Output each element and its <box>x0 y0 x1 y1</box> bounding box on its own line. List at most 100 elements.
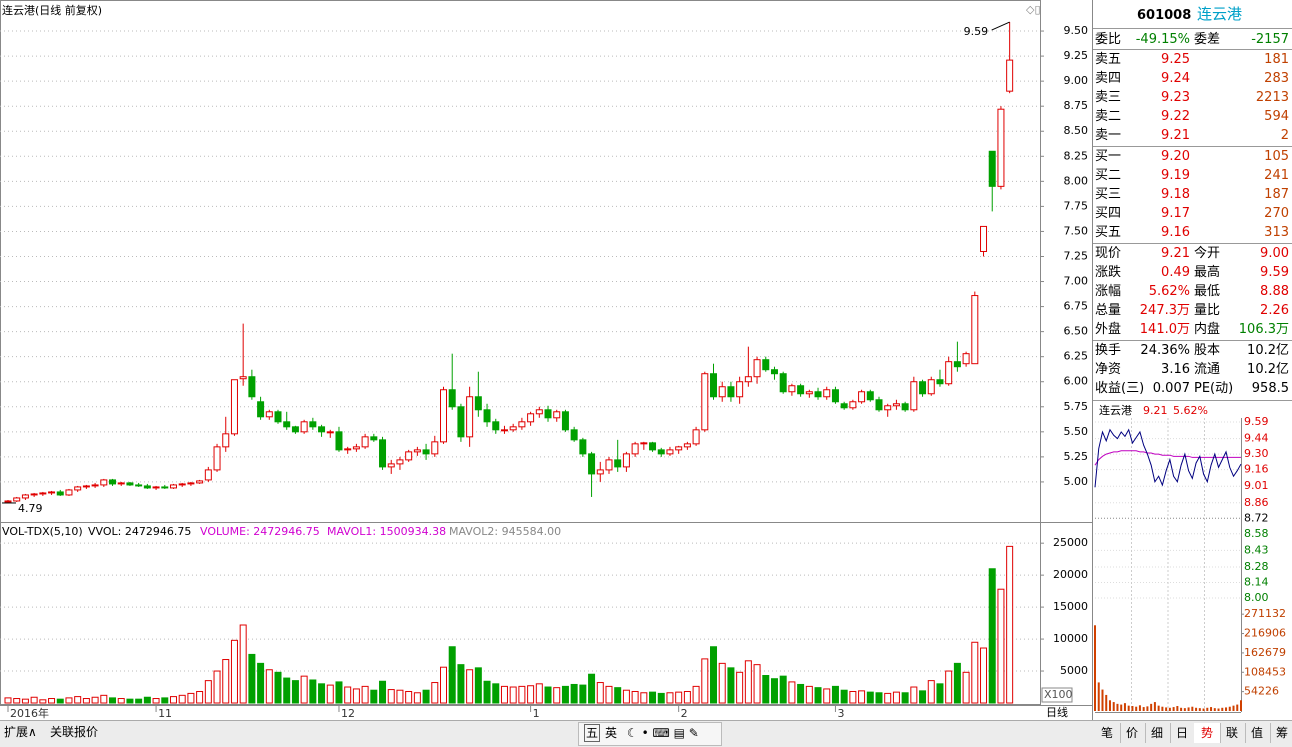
label: 收益(三) <box>1095 381 1145 396</box>
value: 3.16 <box>1161 362 1190 377</box>
volume-bar <box>553 687 561 704</box>
candle-body <box>988 150 996 187</box>
tab[interactable]: 联 <box>1219 723 1246 743</box>
candle-body <box>352 446 360 450</box>
y-tick-label: 5.00 <box>1064 475 1089 488</box>
toolbar-button[interactable]: 扩展∧ <box>4 725 37 739</box>
volume-bar <box>988 568 996 704</box>
separator <box>1093 49 1292 50</box>
volume-bar <box>361 685 369 704</box>
value: 10.2亿 <box>1247 343 1289 358</box>
volume-bar <box>797 683 805 704</box>
toolbar-button[interactable]: 关联报价 <box>50 725 99 739</box>
volume-bar <box>1101 689 1104 711</box>
candle-body <box>535 409 543 415</box>
volume-bar <box>300 675 308 704</box>
volume-bar <box>274 671 282 704</box>
candle-body <box>901 403 909 411</box>
tab[interactable]: 笔 <box>1094 723 1121 743</box>
volume-bar <box>892 691 900 704</box>
candle-body <box>466 396 474 438</box>
volume-bar <box>1116 703 1119 711</box>
candle-body <box>622 453 630 468</box>
y-tick-label: 9.00 <box>1064 74 1089 87</box>
x-tick-label: 11 <box>158 707 172 720</box>
indicator-label: MAVOL1: 1500934.38 <box>327 525 446 538</box>
label: 最低 <box>1194 284 1221 299</box>
tab[interactable]: 值 <box>1244 723 1271 743</box>
price: 9.24 <box>1161 71 1190 86</box>
separator <box>1093 146 1292 147</box>
y-tick-label: 5.25 <box>1064 450 1089 463</box>
y-tick-label: 8.43 <box>1244 543 1269 556</box>
y-tick-label: 9.59 <box>1244 415 1269 428</box>
volume-bar <box>379 680 387 704</box>
value: 8.88 <box>1260 284 1289 299</box>
tab[interactable]: 日 <box>1169 723 1196 743</box>
label: 外盘 <box>1095 322 1122 337</box>
price: 9.25 <box>1161 52 1190 67</box>
frame <box>0 0 1041 705</box>
y-tick-label: 9.01 <box>1244 479 1269 492</box>
y-tick-label: 8.00 <box>1064 174 1089 187</box>
volume-bar <box>161 697 169 704</box>
y-tick-label: 8.28 <box>1244 560 1269 573</box>
value: 0.007 <box>1152 381 1190 396</box>
volume-bar <box>56 698 64 704</box>
candle-body <box>875 399 883 411</box>
y-tick-label: 8.14 <box>1244 576 1269 589</box>
intraday-chart: 连云港 9.21 5.62% 9.59 9.44 9.30 9.16 9.01 8.86 8… <box>1093 400 1292 713</box>
volume-bar <box>1236 704 1239 711</box>
tab[interactable]: 筹 <box>1269 723 1292 743</box>
volume-bar <box>500 685 508 704</box>
volume-bar <box>257 662 265 704</box>
candle-body <box>527 413 535 423</box>
value: 0.49 <box>1161 265 1190 280</box>
candle-body <box>675 446 683 451</box>
volume-bar <box>74 696 82 704</box>
volume-bar <box>344 686 352 704</box>
volume-bar <box>1232 705 1235 711</box>
volume-bar <box>422 689 430 704</box>
value: 10.2亿 <box>1247 362 1289 377</box>
toolbar: 扩展∧ 关联报价 五 英 ☾ • ⌨ ▤ ✎ 笔价细日势联值筹 <box>0 720 1292 747</box>
candle-body <box>997 108 1005 187</box>
y-tick-label: 9.16 <box>1244 463 1269 476</box>
candle-body <box>56 491 64 496</box>
y-tick-label: 9.44 <box>1244 432 1269 445</box>
y-tick-label: 162679 <box>1244 646 1286 659</box>
tab[interactable]: 势 <box>1194 723 1221 743</box>
kline-chart: 连云港(日线 前复权) ◇▯ 日线 X100 5.00 5.25 5.50 5.75 6… <box>0 0 1092 720</box>
volume: 181 <box>1264 52 1289 67</box>
volume-bar <box>109 697 117 704</box>
candle-body <box>161 486 169 489</box>
separator <box>1093 28 1292 29</box>
icon-button[interactable]: 五 <box>584 724 601 742</box>
candle-body <box>21 494 29 499</box>
candle-body <box>614 459 622 468</box>
price: 9.21 <box>1161 128 1190 143</box>
candle-body <box>82 485 90 488</box>
volume-bar <box>997 588 1005 704</box>
period-label[interactable]: 日线 <box>1046 705 1068 719</box>
volume-bar <box>901 692 909 704</box>
candle-body <box>553 411 561 419</box>
volume-bar <box>936 683 944 704</box>
volume-bar <box>588 673 596 704</box>
icon-button[interactable]: 英 <box>605 726 618 740</box>
y-tick-label: 5000 <box>1060 664 1088 677</box>
candle-body <box>840 403 848 409</box>
candle-body <box>405 451 413 461</box>
volume-bar <box>1131 706 1134 711</box>
tab[interactable]: 价 <box>1119 723 1146 743</box>
volume-bar <box>318 683 326 704</box>
volume-bar <box>727 667 735 704</box>
mini-change: 5.62% <box>1173 404 1208 417</box>
icon-button[interactable]: ☾ • ⌨ ▤ ✎ <box>627 726 699 740</box>
window-icon[interactable]: ◇▯ <box>1026 3 1041 16</box>
tab[interactable]: 细 <box>1144 723 1171 743</box>
label: 涨跌 <box>1095 265 1122 280</box>
candle-body <box>509 426 517 431</box>
label: 最高 <box>1194 265 1221 280</box>
value: 141.0万 <box>1139 322 1190 337</box>
